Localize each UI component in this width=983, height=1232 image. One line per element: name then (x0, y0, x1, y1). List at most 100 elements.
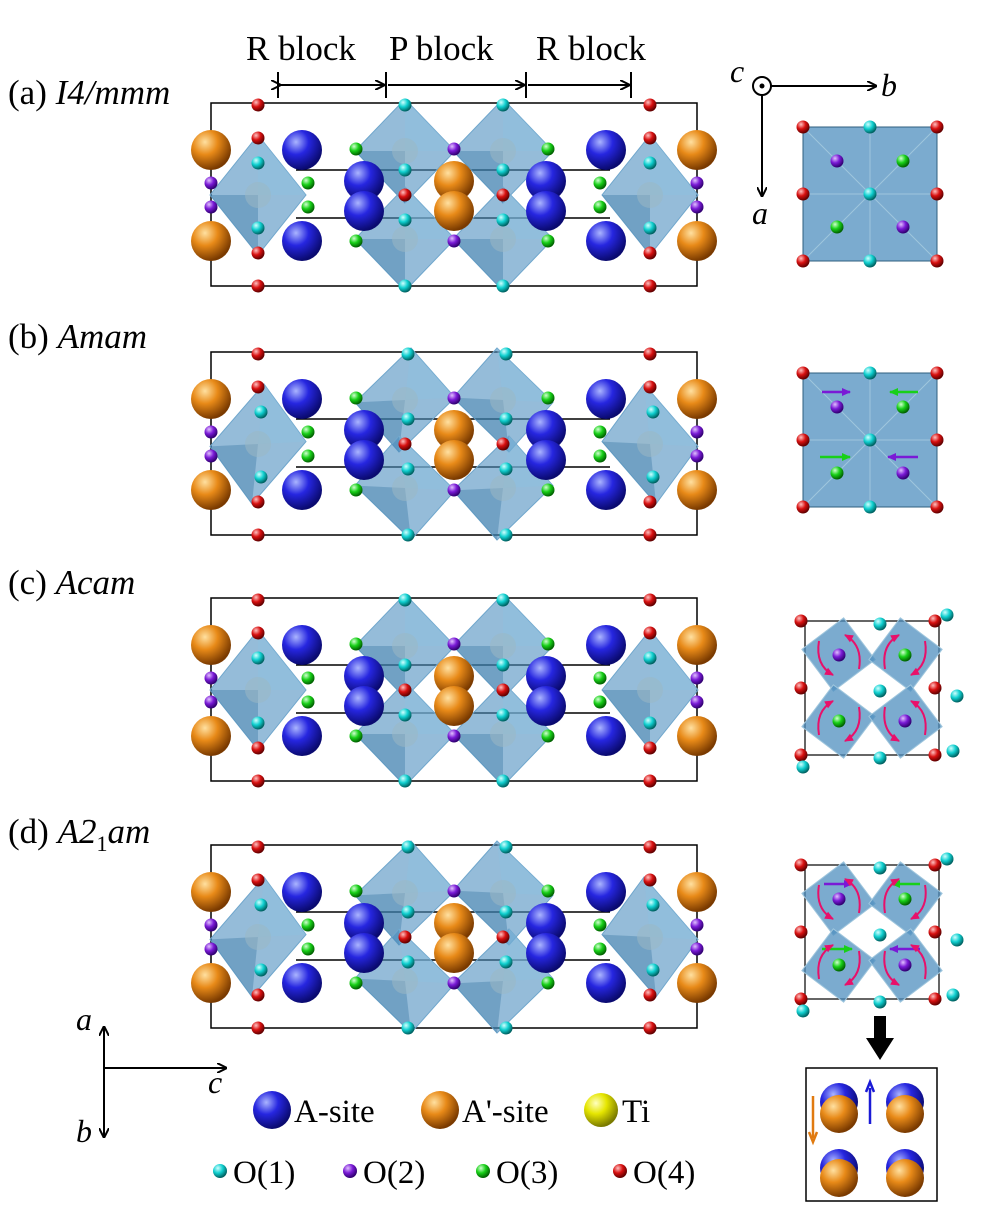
p-block-label: P block (389, 29, 494, 68)
a-site-atom (344, 161, 384, 201)
o2-atom (896, 220, 910, 234)
rotation-arrow-icon (910, 700, 927, 736)
o3-atom (349, 729, 363, 743)
legend-a-site-sphere (253, 1091, 291, 1129)
projection-b (796, 366, 944, 514)
legend-ti-sphere (584, 1093, 618, 1127)
octahedron-left-ti (245, 431, 271, 457)
o2-atom (896, 466, 910, 480)
o3-atom (349, 637, 363, 651)
a-prime-site-atom (434, 410, 474, 450)
o1-atom (499, 1021, 513, 1035)
o4-atom (643, 840, 657, 854)
o3-atom (593, 942, 607, 956)
o1-atom (401, 905, 415, 919)
o1-atom (496, 593, 510, 607)
octahedron-right-facet (644, 877, 698, 940)
octahedron-p2-facet-dark (453, 151, 503, 203)
o4-atom (251, 774, 265, 788)
o1-atom (254, 470, 268, 484)
o4-atom (930, 120, 944, 134)
a-site-atom (344, 933, 384, 973)
inset-a-prime-site-1 (820, 1095, 858, 1133)
o2-atom (447, 142, 461, 156)
o3-atom (301, 671, 315, 685)
o1-atom (873, 861, 887, 875)
o4-atom (251, 246, 265, 260)
o1-atom (646, 963, 660, 977)
legend-o1-sphere (213, 1164, 227, 1178)
o4-atom (251, 626, 265, 640)
o2-atom (204, 200, 218, 214)
o4-atom (796, 254, 810, 268)
o4-atom (643, 1021, 657, 1035)
octahedron-left-facet-dark (210, 195, 258, 255)
octahedron-right-facet-dark (602, 441, 656, 504)
octahedron-left-facet (258, 630, 306, 690)
o4-atom (251, 131, 265, 145)
octahedron-p2-ti (490, 387, 516, 413)
a-site-atom (526, 440, 566, 480)
a-prime-site-atom (191, 963, 231, 1003)
o3-atom (301, 449, 315, 463)
o4-atom (496, 188, 510, 202)
o4-atom (928, 992, 942, 1006)
o4-atom (251, 1021, 265, 1035)
o1-atom (863, 366, 877, 380)
o2-atom (690, 425, 704, 439)
o1-atom (873, 684, 887, 698)
o4-atom (928, 748, 942, 762)
o1-atom (398, 593, 412, 607)
octahedron-p4-ti (490, 475, 516, 501)
octahedron-p3-ti (392, 226, 418, 252)
o2-atom (690, 671, 704, 685)
octahedron-p3-facet-dark (355, 978, 411, 1033)
octahedron-p2-facet (503, 99, 553, 151)
o2-atom (204, 695, 218, 709)
octahedron-p2-ti (490, 633, 516, 659)
o4-atom (251, 741, 265, 755)
panel-b-structure (191, 347, 717, 542)
a-site-atom (282, 872, 322, 912)
o3-atom (541, 637, 555, 651)
o2-atom (690, 695, 704, 709)
o4-atom (251, 528, 265, 542)
o1-atom (940, 608, 954, 622)
o3-atom (593, 449, 607, 463)
octahedron-right-ti (637, 182, 663, 208)
o3-atom (593, 918, 607, 932)
legend-o1-label: O(1) (233, 1155, 295, 1191)
octahedron-p3-facet-dark (355, 485, 411, 540)
rotation-arrow-icon (883, 706, 900, 742)
o4-atom (251, 840, 265, 854)
panel-a-structure (191, 98, 717, 293)
octahedron-left-ti (245, 182, 271, 208)
o1-atom (863, 187, 877, 201)
top-axes: c b a (730, 53, 897, 231)
o4-atom (794, 858, 808, 872)
o3-atom (301, 942, 315, 956)
octahedron-p3-ti (392, 968, 418, 994)
a-prime-site-atom (677, 130, 717, 170)
o1-atom (499, 462, 513, 476)
a-site-atom (282, 221, 322, 261)
a-site-atom (586, 716, 626, 756)
a-site-atom (586, 470, 626, 510)
a-prime-site-atom (191, 379, 231, 419)
o3-atom (593, 671, 607, 685)
octahedron-p2-facet (503, 594, 553, 646)
o1-atom (499, 528, 513, 542)
o4-atom (643, 593, 657, 607)
o2-atom (204, 942, 218, 956)
o1-atom (863, 433, 877, 447)
o3-atom (898, 648, 912, 662)
o3-atom (541, 884, 555, 898)
o4-atom (928, 614, 942, 628)
panel-b-label: (b) Amam (8, 317, 147, 356)
octahedron-left-ti (245, 924, 271, 950)
panel-a-label: (a) I4/mmm (8, 73, 170, 112)
o4-atom (643, 347, 657, 361)
panel-d-label: (d) A21am (8, 812, 150, 856)
octahedron-p4-ti (490, 226, 516, 252)
